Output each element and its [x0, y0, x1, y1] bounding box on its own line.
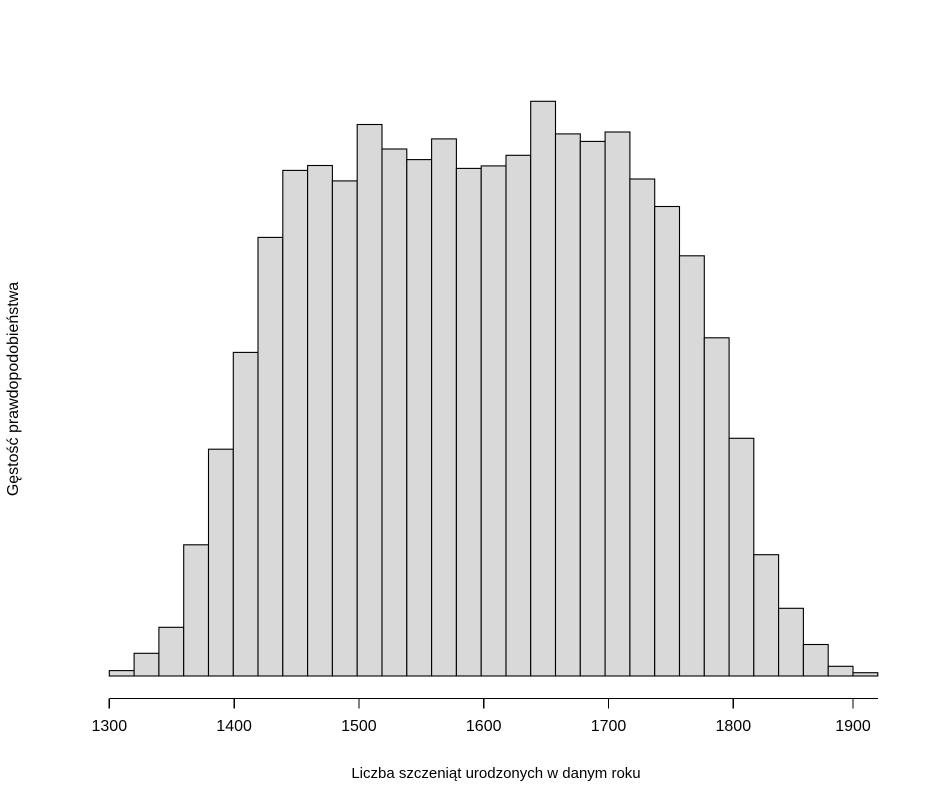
svg-text:1600: 1600 — [466, 718, 502, 735]
svg-text:1700: 1700 — [591, 718, 627, 735]
svg-text:1800: 1800 — [716, 718, 752, 735]
svg-text:1500: 1500 — [341, 718, 377, 735]
svg-text:1300: 1300 — [92, 718, 128, 735]
svg-text:Gęstość prawdopodobieństwa: Gęstość prawdopodobieństwa — [5, 282, 22, 496]
svg-text:1900: 1900 — [835, 718, 871, 735]
svg-text:1400: 1400 — [216, 718, 252, 735]
svg-text:Liczba szczeniąt urodzonych w: Liczba szczeniąt urodzonych w danym roku — [351, 765, 640, 782]
